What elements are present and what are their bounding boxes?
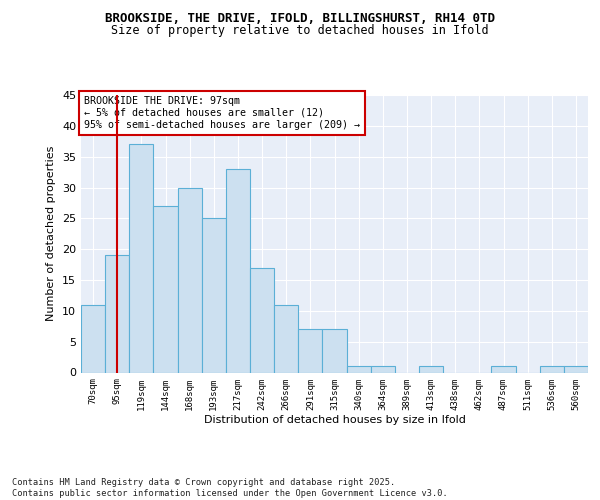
Text: Contains HM Land Registry data © Crown copyright and database right 2025.
Contai: Contains HM Land Registry data © Crown c…: [12, 478, 448, 498]
Bar: [105, 256, 129, 372]
Bar: [129, 144, 154, 372]
Bar: [81, 304, 105, 372]
Bar: [322, 330, 347, 372]
Bar: [540, 366, 564, 372]
Bar: [274, 304, 298, 372]
X-axis label: Distribution of detached houses by size in Ifold: Distribution of detached houses by size …: [203, 415, 466, 425]
Text: BROOKSIDE, THE DRIVE, IFOLD, BILLINGSHURST, RH14 0TD: BROOKSIDE, THE DRIVE, IFOLD, BILLINGSHUR…: [105, 12, 495, 26]
Bar: [298, 330, 322, 372]
Y-axis label: Number of detached properties: Number of detached properties: [46, 146, 56, 322]
Bar: [564, 366, 588, 372]
Bar: [154, 206, 178, 372]
Bar: [419, 366, 443, 372]
Bar: [202, 218, 226, 372]
Bar: [371, 366, 395, 372]
Bar: [347, 366, 371, 372]
Bar: [491, 366, 515, 372]
Text: Size of property relative to detached houses in Ifold: Size of property relative to detached ho…: [111, 24, 489, 37]
Text: BROOKSIDE THE DRIVE: 97sqm
← 5% of detached houses are smaller (12)
95% of semi-: BROOKSIDE THE DRIVE: 97sqm ← 5% of detac…: [83, 96, 359, 130]
Bar: [226, 169, 250, 372]
Bar: [178, 188, 202, 372]
Bar: [250, 268, 274, 372]
